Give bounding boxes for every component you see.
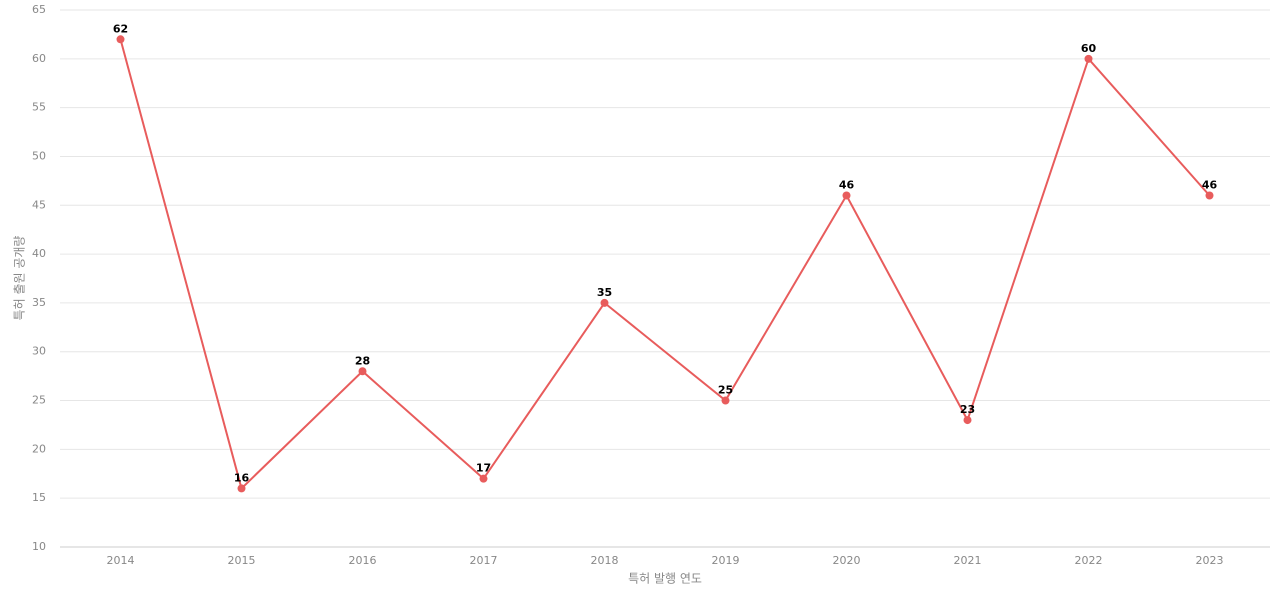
y-axis-title: 특허 출원 공개량 — [13, 236, 27, 321]
x-tick-label: 2022 — [1075, 554, 1103, 567]
point — [722, 397, 730, 405]
line — [121, 39, 1210, 488]
y-tick-label: 45 — [32, 198, 46, 211]
y-tick-label: 10 — [32, 540, 46, 553]
point — [843, 192, 851, 200]
point — [238, 484, 246, 492]
data-label: 25 — [718, 384, 733, 397]
point — [1206, 192, 1214, 200]
point — [964, 416, 972, 424]
x-axis-title: 특허 발행 연도 — [628, 571, 702, 586]
y-tick-label: 30 — [32, 345, 46, 358]
point — [480, 475, 488, 483]
data-label: 35 — [597, 286, 612, 299]
data-label: 60 — [1081, 42, 1097, 55]
y-tick-label: 20 — [32, 442, 46, 455]
data-label: 28 — [355, 354, 370, 367]
x-tick-label: 2017 — [470, 554, 498, 567]
x-tick-label: 2020 — [833, 554, 861, 567]
x-tick-label: 2014 — [107, 554, 135, 567]
y-tick-label: 15 — [32, 491, 46, 504]
x-tick-label: 2019 — [712, 554, 740, 567]
x-tick-label: 2018 — [591, 554, 619, 567]
point — [117, 35, 125, 43]
y-tick-label: 25 — [32, 394, 46, 407]
y-tick-label: 40 — [32, 247, 46, 260]
x-tick-label: 2016 — [349, 554, 377, 567]
data-label: 46 — [839, 179, 855, 192]
x-tick-label: 2021 — [954, 554, 982, 567]
data-label: 23 — [960, 403, 975, 416]
data-label: 62 — [113, 22, 128, 35]
y-tick-label: 60 — [32, 52, 46, 65]
point — [359, 367, 367, 375]
y-tick-label: 55 — [32, 101, 46, 114]
point — [601, 299, 609, 307]
y-tick-label: 35 — [32, 296, 46, 309]
data-label: 46 — [1202, 179, 1218, 192]
x-tick-label: 2023 — [1196, 554, 1224, 567]
data-label: 17 — [476, 462, 491, 475]
x-tick-label: 2015 — [228, 554, 256, 567]
y-tick-label: 65 — [32, 3, 46, 16]
y-tick-label: 50 — [32, 149, 46, 162]
data-label: 16 — [234, 471, 250, 484]
point — [1085, 55, 1093, 63]
